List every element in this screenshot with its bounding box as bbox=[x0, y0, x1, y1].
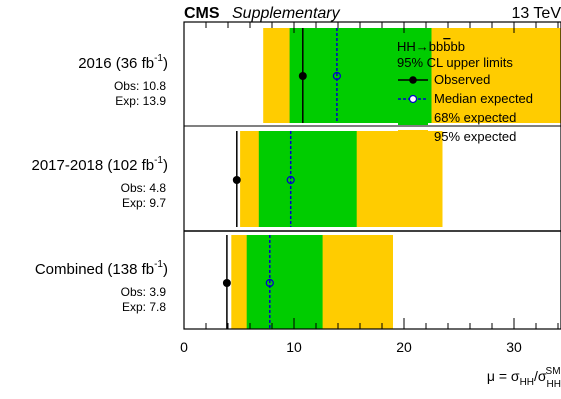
band68-row-1 bbox=[289, 28, 432, 123]
row-exp-label-2: Exp: 9.7 bbox=[122, 196, 166, 210]
legend-observed-marker bbox=[409, 76, 417, 84]
plot-frame bbox=[183, 21, 561, 330]
row-title-2: 2017-2018 (102 fb-1) bbox=[31, 155, 168, 174]
legend-band68-swatch bbox=[398, 111, 428, 125]
row-exp-label-3: Exp: 7.8 bbox=[122, 300, 166, 314]
energy-label: 13 TeV bbox=[511, 5, 561, 22]
legend-process: HH→bbbbb bbox=[397, 39, 465, 54]
legend: HH→bbbbb 95% CL upper limits Observed Me… bbox=[397, 39, 533, 144]
expected-point-row-2 bbox=[286, 175, 295, 185]
bands-layer bbox=[231, 28, 561, 329]
expected-point-row-1 bbox=[332, 71, 341, 81]
row-title-1: 2016 (36 fb-1) bbox=[78, 53, 168, 72]
row-obs-label-2: Obs: 4.8 bbox=[121, 181, 167, 195]
legend-expected-marker bbox=[408, 94, 418, 104]
expected-point-row-3 bbox=[265, 278, 274, 288]
row-title-3: Combined (138 fb-1) bbox=[35, 259, 168, 278]
cms-label: CMS bbox=[184, 5, 220, 22]
observed-point-row-1 bbox=[298, 72, 307, 80]
legend-band95-swatch bbox=[398, 130, 428, 144]
x-tick-label: 30 bbox=[506, 339, 522, 355]
observed-point-row-3 bbox=[222, 279, 231, 287]
row-obs-label-3: Obs: 3.9 bbox=[121, 285, 167, 299]
band68-row-2 bbox=[258, 131, 357, 227]
x-axis-title: μ = σHH/σSM HH bbox=[487, 366, 561, 390]
x-axis: 0102030405060 bbox=[180, 22, 559, 355]
legend-band68-label: 68% expected bbox=[434, 110, 516, 125]
row-obs-label-1: Obs: 10.8 bbox=[114, 79, 166, 93]
band68-row-3 bbox=[246, 235, 323, 329]
legend-band95-label: 95% expected bbox=[434, 129, 516, 144]
x-tick-label: 0 bbox=[180, 339, 188, 355]
legend-bbar-1: b bbox=[443, 39, 450, 54]
x-tick-label: 20 bbox=[396, 339, 412, 355]
observed-point-row-2 bbox=[232, 176, 241, 184]
legend-subtitle: 95% CL upper limits bbox=[397, 55, 513, 70]
legend-observed-label: Observed bbox=[434, 72, 490, 87]
legend-expected-label: Median expected bbox=[434, 91, 533, 106]
supplementary-label: Supplementary bbox=[232, 5, 341, 22]
marks-layer bbox=[222, 28, 341, 329]
x-tick-label: 10 bbox=[286, 339, 302, 355]
row-exp-label-1: Exp: 13.9 bbox=[115, 94, 166, 108]
